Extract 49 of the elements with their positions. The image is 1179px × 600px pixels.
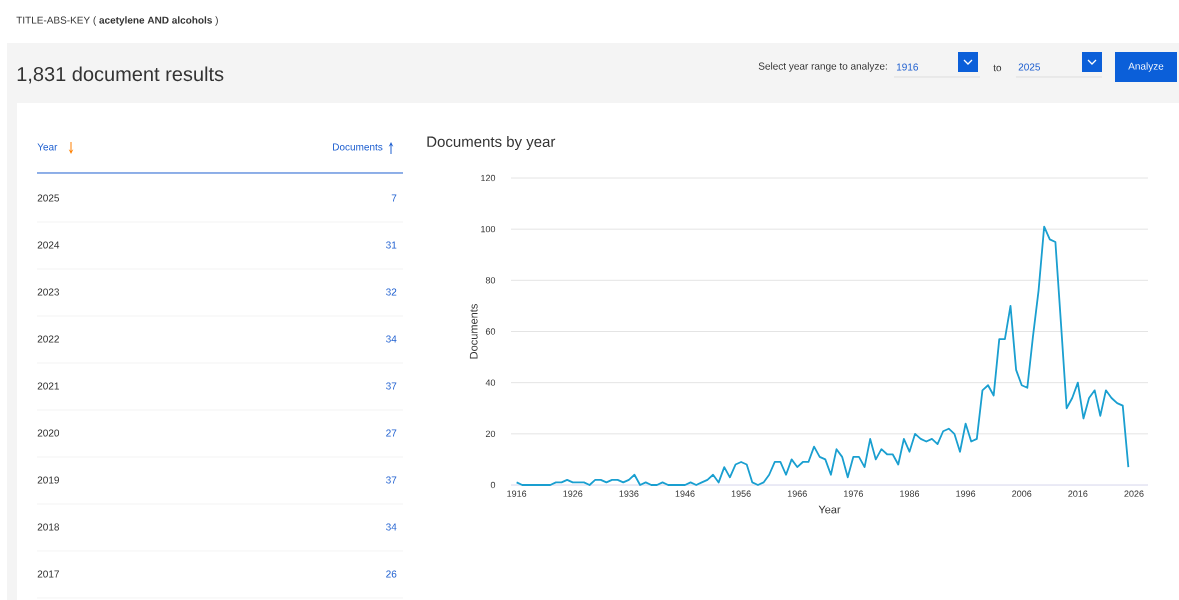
text: 1,831 document results [17, 66, 224, 84]
text: 2020 [37, 429, 60, 437]
x-axis-title: Year [818, 505, 841, 514]
text: 2021 [37, 382, 59, 390]
text: TITLE-ABS-KEY ( acetylene AND alcohols ) [16, 16, 218, 26]
text: 7 [391, 194, 397, 202]
y-axis-title: Documents [469, 304, 478, 359]
text: 32 [386, 288, 397, 296]
text: 34 [386, 523, 397, 531]
x-tick-label: 2026 [1124, 490, 1144, 497]
y-tick-label: 40 [485, 379, 496, 386]
text: Analyze [1128, 62, 1164, 72]
x-tick-label: 1956 [731, 490, 751, 497]
text: 37 [386, 382, 397, 390]
text: 2023 [37, 288, 60, 296]
x-tick-label: 1916 [507, 490, 527, 497]
x-tick-label: 1946 [675, 490, 695, 497]
text: 2022 [37, 335, 59, 343]
text: to [993, 64, 1002, 72]
text: 27 [386, 429, 397, 437]
text: 26 [386, 570, 397, 578]
text: 2017 [37, 570, 59, 578]
y-tick-label: 20 [485, 430, 496, 438]
text: Year [37, 143, 58, 151]
text: Select year range to analyze: [758, 62, 887, 72]
y-tick-label: 0 [490, 481, 496, 489]
text: 2024 [37, 241, 60, 249]
x-tick-label: 1926 [563, 490, 583, 497]
x-tick-label: 1936 [619, 490, 639, 497]
text: Documents [333, 143, 383, 151]
y-tick-label: 100 [481, 225, 496, 233]
chart-title: Documents by year [427, 136, 556, 150]
x-tick-label: 1996 [956, 490, 976, 497]
x-tick-label: 1976 [844, 490, 863, 497]
x-tick-label: 1966 [787, 490, 807, 497]
x-tick-label: 2016 [1068, 490, 1088, 497]
y-tick-label: 120 [481, 174, 496, 182]
text: 2025 [37, 194, 60, 202]
x-tick-label: 2006 [1012, 490, 1032, 497]
text: 34 [386, 335, 397, 343]
text: 1916 [896, 63, 919, 71]
y-tick-label: 60 [485, 328, 496, 335]
text: 2018 [37, 523, 60, 531]
y-tick-label: 80 [485, 277, 496, 284]
text: 31 [386, 241, 397, 249]
x-tick-label: 1986 [900, 490, 920, 497]
text: 2019 [37, 476, 59, 484]
text: 37 [386, 476, 397, 484]
text: 2025 [1018, 63, 1041, 71]
